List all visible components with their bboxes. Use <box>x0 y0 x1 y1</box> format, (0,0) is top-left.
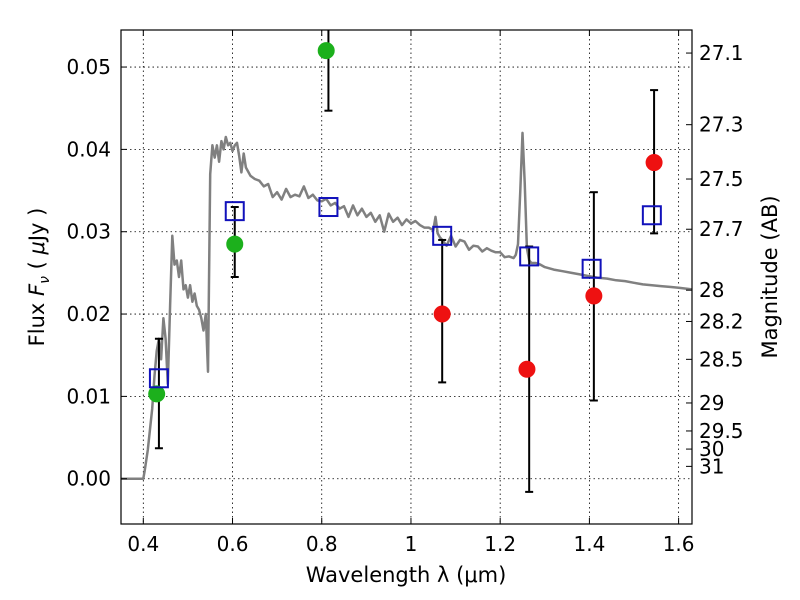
x-axis: 0.4 0.6 0.8 1 1.2 1.4 1.6 <box>127 30 695 556</box>
data-square <box>224 201 245 222</box>
grid-layer <box>121 30 692 524</box>
x-tick-label: 0.4 <box>127 532 159 556</box>
green-data-point <box>148 385 166 403</box>
magnitude-tick-label: 27.7 <box>699 217 744 241</box>
plot-frame <box>120 29 693 525</box>
magnitude-tick-label: 28 <box>699 278 724 302</box>
red-data-point <box>585 287 603 305</box>
model-layer <box>121 131 693 480</box>
model-sed-line <box>121 131 693 480</box>
magnitude-tick-label: 29 <box>699 391 724 415</box>
magnitude-axis-label: Magnitude (AB) <box>758 195 782 358</box>
data-square <box>519 246 540 267</box>
x-tick-label: 1.4 <box>573 532 605 556</box>
y-tick-label: 0.05 <box>66 55 111 79</box>
y-tick-label: 0.03 <box>66 220 111 244</box>
x-tick-label: 0.8 <box>306 532 338 556</box>
x-tick-label: 1.6 <box>663 532 695 556</box>
magnitude-tick-label: 28.2 <box>699 309 744 333</box>
points-layer <box>148 30 663 493</box>
x-tick-label: 1.2 <box>484 532 516 556</box>
x-axis-label: Wavelength λ (μm) <box>306 563 507 587</box>
green-data-point <box>226 235 244 253</box>
data-square <box>148 368 169 389</box>
magnitude-tick-label: 30 <box>699 437 724 461</box>
magnitude-tick-label: 27.1 <box>699 41 744 65</box>
x-tick-label: 1 <box>405 532 418 556</box>
red-data-point <box>518 360 536 378</box>
data-square <box>432 225 453 246</box>
y-tick-label: 0.00 <box>66 467 111 491</box>
data-square <box>641 205 662 226</box>
data-square <box>581 258 602 279</box>
y-axis-label: Flux Fν ( μJy ) <box>25 208 53 347</box>
y-tick-label: 0.01 <box>66 384 111 408</box>
magnitude-tick-label: 27.3 <box>699 113 744 137</box>
y-tick-label: 0.04 <box>66 137 111 161</box>
red-data-point <box>433 305 451 323</box>
data-square <box>318 197 339 218</box>
magnitude-tick-label: 31 <box>699 454 724 478</box>
x-tick-label: 0.6 <box>217 532 249 556</box>
magnitude-tick-label: 29.5 <box>699 419 744 443</box>
y-tick-label: 0.02 <box>66 302 111 326</box>
green-data-point <box>317 42 335 60</box>
magnitude-tick-label: 28.5 <box>699 347 744 371</box>
y-axis: 0.00 0.01 0.02 0.03 0.04 0.05 <box>66 55 127 491</box>
magnitude-tick-label: 27.5 <box>699 167 744 191</box>
red-data-point <box>645 154 663 172</box>
